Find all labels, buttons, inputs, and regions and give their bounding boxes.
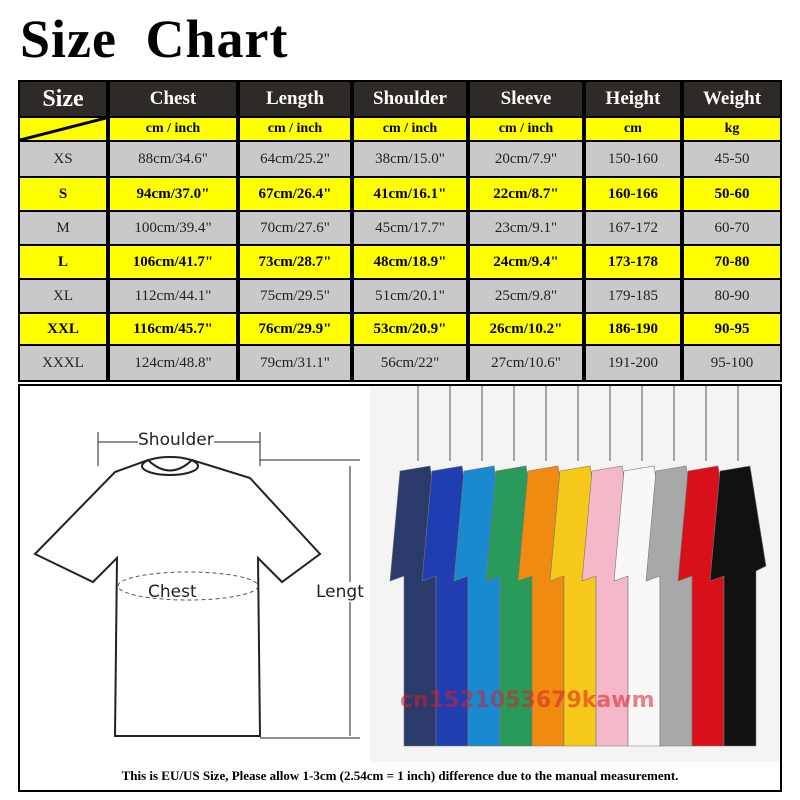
header-weight: Weight <box>684 82 780 116</box>
size-cell: 80-90 <box>684 280 780 312</box>
size-cell: 100cm/39.4" <box>110 212 236 244</box>
size-label: XL <box>20 280 106 312</box>
size-cell: 70-80 <box>684 246 780 278</box>
size-cell: 27cm/10.6" <box>470 346 582 380</box>
size-label: XS <box>20 142 106 176</box>
size-cell: 76cm/29.9" <box>240 314 350 344</box>
size-cell: 95-100 <box>684 346 780 380</box>
size-cell: 179-185 <box>586 280 680 312</box>
size-cell: 24cm/9.4" <box>470 246 582 278</box>
size-cell: 53cm/20.9" <box>354 314 466 344</box>
tshirt-10 <box>709 465 767 747</box>
size-cell: 88cm/34.6" <box>110 142 236 176</box>
size-cell: 64cm/25.2" <box>240 142 350 176</box>
header-shoulder: Shoulder <box>354 82 466 116</box>
size-cell: 20cm/7.9" <box>470 142 582 176</box>
size-cell: 50-60 <box>684 178 780 210</box>
size-cell: 160-166 <box>586 178 680 210</box>
unit-cell: cm / inch <box>240 118 350 140</box>
size-cell: 26cm/10.2" <box>470 314 582 344</box>
size-cell: 51cm/20.1" <box>354 280 466 312</box>
header-length: Length <box>240 82 350 116</box>
unit-cell: kg <box>684 118 780 140</box>
size-label: XXXL <box>20 346 106 380</box>
size-label: M <box>20 212 106 244</box>
header-size: Size <box>20 82 106 116</box>
size-cell: 56cm/22" <box>354 346 466 380</box>
size-cell: 167-172 <box>586 212 680 244</box>
tshirt-photo <box>370 386 780 762</box>
size-cell: 106cm/41.7" <box>110 246 236 278</box>
size-cell: 22cm/8.7" <box>470 178 582 210</box>
size-cell: 116cm/45.7" <box>110 314 236 344</box>
size-cell: 124cm/48.8" <box>110 346 236 380</box>
size-cell: 75cm/29.5" <box>240 280 350 312</box>
size-cell: 23cm/9.1" <box>470 212 582 244</box>
header-sleeve: Sleeve <box>470 82 582 116</box>
size-cell: 112cm/44.1" <box>110 280 236 312</box>
size-cell: 79cm/31.1" <box>240 346 350 380</box>
size-cell: 150-160 <box>586 142 680 176</box>
diagonal-cell <box>20 118 106 140</box>
header-height: Height <box>586 82 680 116</box>
size-cell: 67cm/26.4" <box>240 178 350 210</box>
unit-cell: cm / inch <box>354 118 466 140</box>
size-label: L <box>20 246 106 278</box>
chest-label: Chest <box>148 582 197 602</box>
size-cell: 173-178 <box>586 246 680 278</box>
tshirt-diagram: Shoulder Chest Lengt <box>20 386 370 762</box>
size-table: Size Chest Length Shoulder Sleeve Height Weigh… <box>18 80 782 382</box>
size-cell: 38cm/15.0" <box>354 142 466 176</box>
size-cell: 60-70 <box>684 212 780 244</box>
size-cell: 25cm/9.8" <box>470 280 582 312</box>
size-cell: 41cm/16.1" <box>354 178 466 210</box>
unit-cell: cm / inch <box>470 118 582 140</box>
length-label: Lengt <box>316 582 364 602</box>
size-cell: 94cm/37.0" <box>110 178 236 210</box>
page-title: Size Chart <box>20 9 289 69</box>
size-cell: 48cm/18.9" <box>354 246 466 278</box>
unit-cell: cm / inch <box>110 118 236 140</box>
size-cell: 45-50 <box>684 142 780 176</box>
size-cell: 90-95 <box>684 314 780 344</box>
unit-cell: cm <box>586 118 680 140</box>
size-cell: 73cm/28.7" <box>240 246 350 278</box>
size-cell: 45cm/17.7" <box>354 212 466 244</box>
size-label: XXL <box>20 314 106 344</box>
watermark: cn1521053679kawm <box>400 688 655 713</box>
size-cell: 186-190 <box>586 314 680 344</box>
shoulder-label: Shoulder <box>138 430 214 450</box>
size-note: This is EU/US Size, Please allow 1-3cm (… <box>20 762 780 790</box>
size-label: S <box>20 178 106 210</box>
size-cell: 191-200 <box>586 346 680 380</box>
size-cell: 70cm/27.6" <box>240 212 350 244</box>
header-chest: Chest <box>110 82 236 116</box>
